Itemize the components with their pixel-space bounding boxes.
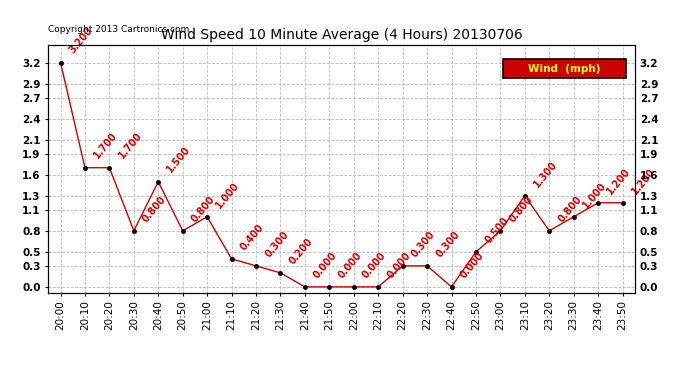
Text: 0.300: 0.300 <box>263 229 290 259</box>
Text: 1.000: 1.000 <box>214 180 242 210</box>
Text: 0.300: 0.300 <box>434 229 462 259</box>
Text: 0.000: 0.000 <box>361 250 388 280</box>
Title: Wind Speed 10 Minute Average (4 Hours) 20130706: Wind Speed 10 Minute Average (4 Hours) 2… <box>161 28 522 42</box>
Text: 1.700: 1.700 <box>92 131 119 161</box>
Text: 1.200: 1.200 <box>605 166 633 196</box>
Text: 0.000: 0.000 <box>312 250 339 280</box>
Text: 1.700: 1.700 <box>117 131 144 161</box>
Text: Copyright 2013 Cartronics.com: Copyright 2013 Cartronics.com <box>48 25 190 34</box>
Text: 3.200: 3.200 <box>68 26 95 56</box>
Text: 0.400: 0.400 <box>239 222 266 252</box>
Text: 1.300: 1.300 <box>532 159 559 189</box>
Text: 1.500: 1.500 <box>165 145 193 175</box>
Text: 0.000: 0.000 <box>458 250 486 280</box>
Text: 0.200: 0.200 <box>288 236 315 266</box>
FancyBboxPatch shape <box>503 58 626 78</box>
Text: 0.800: 0.800 <box>507 194 535 224</box>
Text: 1.200: 1.200 <box>629 166 657 196</box>
Text: 1.000: 1.000 <box>581 180 608 210</box>
Text: 0.800: 0.800 <box>190 194 217 224</box>
Text: 0.500: 0.500 <box>483 215 511 245</box>
Text: 0.000: 0.000 <box>385 250 413 280</box>
Text: 0.800: 0.800 <box>556 194 584 224</box>
Text: 0.800: 0.800 <box>141 194 168 224</box>
Text: Wind  (mph): Wind (mph) <box>528 63 601 74</box>
Text: 0.300: 0.300 <box>410 229 437 259</box>
Text: 0.000: 0.000 <box>336 250 364 280</box>
